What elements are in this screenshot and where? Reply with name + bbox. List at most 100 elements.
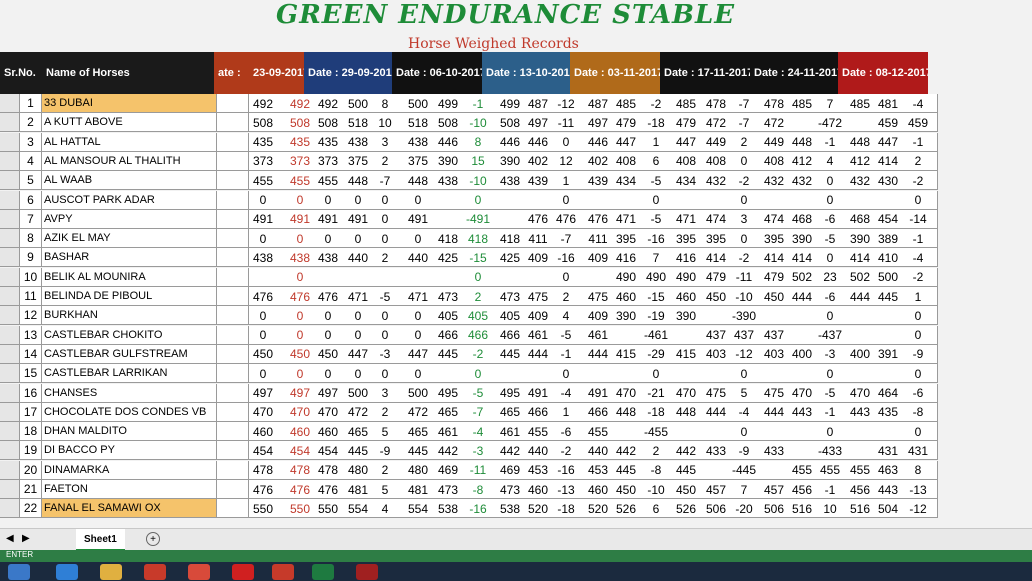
weight-cell[interactable] [874, 422, 902, 440]
weight-cell[interactable]: 405 [437, 308, 459, 323]
weight-cell[interactable]: 5 [740, 386, 748, 400]
weight-cell[interactable]: 464 [877, 386, 899, 400]
weight-cell[interactable]: 443 [791, 405, 813, 420]
weight-cell[interactable]: 454 [317, 443, 339, 458]
horse-name[interactable]: DHAN MALDITO [42, 422, 217, 442]
weight-cell[interactable]: 4 [826, 154, 834, 169]
weight-cell[interactable]: 506 [763, 501, 785, 516]
weight-cell[interactable]: 491 [347, 212, 369, 227]
weight-cell[interactable]: -4 [912, 250, 924, 265]
weight-cell[interactable]: 472 [347, 405, 369, 420]
weight-cell[interactable] [874, 306, 902, 324]
weight-cell[interactable]: -16 [469, 501, 487, 516]
weight-cell[interactable]: 431 [877, 443, 899, 458]
weight-cell[interactable]: 473 [437, 289, 459, 304]
weight-cell[interactable] [612, 422, 640, 440]
weight-cell[interactable]: 446 [437, 135, 459, 150]
weight-cell[interactable]: 465 [499, 405, 521, 420]
weight-cell[interactable] [788, 422, 816, 440]
weight-cell[interactable]: -455 [643, 424, 669, 439]
weight-cell[interactable]: 434 [615, 173, 637, 188]
weight-cell[interactable]: 538 [499, 501, 521, 516]
weight-cell[interactable]: 490 [675, 270, 697, 285]
weight-cell[interactable] [788, 364, 816, 382]
weight-cell[interactable]: 440 [347, 250, 369, 265]
weight-cell[interactable]: 447 [407, 347, 429, 362]
weight-cell[interactable]: 457 [705, 482, 727, 497]
weight-cell[interactable]: 0 [381, 308, 389, 323]
weight-cell[interactable]: 0 [296, 328, 304, 343]
weight-cell[interactable]: 0 [914, 366, 922, 381]
weight-cell[interactable]: 455 [252, 173, 274, 188]
weight-cell[interactable]: 470 [849, 386, 871, 400]
weight-cell[interactable]: 395 [763, 231, 785, 246]
serial-number[interactable]: 9 [20, 248, 42, 268]
weight-cell[interactable]: 465 [407, 424, 429, 439]
weight-cell[interactable] [760, 422, 788, 440]
weight-cell[interactable]: -9 [379, 443, 391, 458]
weight-cell[interactable]: 445 [675, 463, 697, 478]
weight-cell[interactable]: 8 [474, 135, 482, 150]
weight-cell[interactable]: 471 [347, 289, 369, 304]
weight-cell[interactable]: -7 [738, 115, 750, 130]
weight-cell[interactable] [788, 306, 816, 324]
weight-cell[interactable]: -8 [472, 482, 484, 497]
weight-cell[interactable] [434, 191, 462, 209]
weight-cell[interactable]: 414 [763, 250, 785, 265]
weight-cell[interactable] [788, 326, 816, 344]
weight-cell[interactable]: -5 [650, 173, 662, 188]
app-icon[interactable] [356, 564, 378, 580]
weight-cell[interactable] [524, 191, 552, 209]
weight-cell[interactable]: 414 [705, 250, 727, 265]
weight-cell[interactable]: -18 [647, 405, 665, 420]
weight-cell[interactable]: 445 [347, 443, 369, 458]
weight-cell[interactable]: 438 [499, 173, 521, 188]
weight-cell[interactable]: -1 [824, 405, 836, 420]
weight-cell[interactable]: -4 [912, 96, 924, 111]
serial-number[interactable]: 17 [20, 402, 42, 422]
weight-cell[interactable]: 0 [826, 424, 834, 439]
weight-cell[interactable]: 450 [705, 289, 727, 304]
weight-cell[interactable]: 474 [763, 212, 785, 227]
serial-number[interactable]: 18 [20, 422, 42, 442]
weight-cell[interactable]: 520 [587, 501, 609, 516]
weight-cell[interactable] [760, 306, 788, 324]
weight-cell[interactable]: 0 [474, 366, 482, 381]
weight-cell[interactable]: 0 [259, 328, 267, 343]
weight-cell[interactable]: 438 [437, 173, 459, 188]
weight-cell[interactable]: 460 [252, 424, 274, 439]
weight-cell[interactable]: 500 [407, 96, 429, 111]
weight-cell[interactable]: -6 [912, 386, 924, 400]
horse-name[interactable]: CHANSES [42, 383, 217, 403]
weight-cell[interactable]: 412 [791, 154, 813, 169]
weight-cell[interactable]: 0 [562, 270, 570, 285]
weight-cell[interactable]: 0 [259, 308, 267, 323]
weight-cell[interactable]: 478 [252, 463, 274, 478]
weight-cell[interactable]: 470 [791, 386, 813, 400]
weight-cell[interactable] [702, 461, 730, 479]
weight-cell[interactable]: 487 [587, 96, 609, 111]
weight-cell[interactable]: 445 [615, 463, 637, 478]
weight-cell[interactable]: 443 [849, 405, 871, 420]
weight-cell[interactable] [434, 268, 462, 286]
weight-cell[interactable]: -7 [379, 173, 391, 188]
weight-cell[interactable]: 0 [324, 328, 332, 343]
weight-cell[interactable]: -2 [912, 173, 924, 188]
weight-cell[interactable]: 5 [381, 424, 389, 439]
weight-cell[interactable]: 446 [587, 135, 609, 150]
weight-cell[interactable]: 0 [354, 308, 362, 323]
horse-name[interactable]: 33 DUBAI [42, 94, 217, 113]
weight-cell[interactable]: 459 [907, 115, 929, 130]
weight-cell[interactable]: 390 [849, 231, 871, 246]
weight-cell[interactable]: -7 [560, 231, 572, 246]
weight-cell[interactable] [314, 268, 342, 286]
weight-cell[interactable]: 0 [826, 366, 834, 381]
start-icon[interactable] [8, 564, 30, 580]
weight-cell[interactable]: 497 [587, 115, 609, 130]
weight-cell[interactable]: 508 [499, 115, 521, 130]
weight-cell[interactable]: 497 [289, 386, 311, 400]
weight-cell[interactable]: 450 [615, 482, 637, 497]
weight-cell[interactable]: 449 [705, 135, 727, 150]
weight-cell[interactable]: 461 [527, 328, 549, 343]
weight-cell[interactable]: -9 [738, 443, 750, 458]
